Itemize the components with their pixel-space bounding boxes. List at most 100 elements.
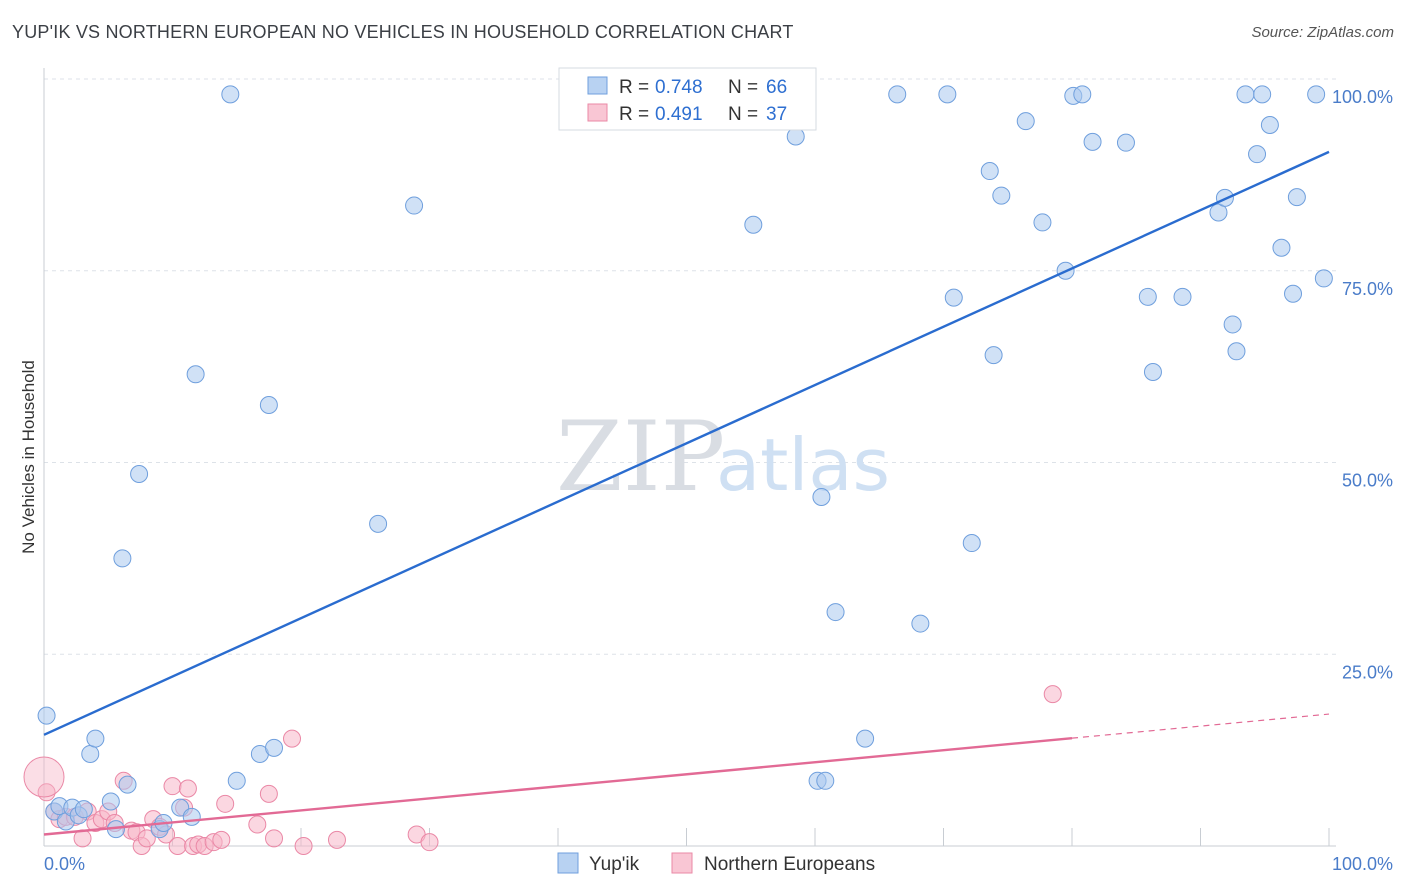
yupik-point-38 (944, 288, 963, 307)
northern-european-point-22 (178, 779, 197, 798)
northern-european-point-15 (137, 829, 156, 848)
northern-european-point-34 (327, 830, 346, 849)
yupik-point-43 (1016, 112, 1035, 131)
series-legend: Yup'ik Northern Europeans (557, 852, 875, 875)
legend-n-label-pink: N = (728, 104, 758, 125)
y-tick-label-2: 75.0% (1342, 279, 1393, 299)
bottom-legend-label-blue: Yup'ik (589, 854, 640, 875)
x-tick-min: 0.0% (44, 854, 85, 874)
yupik-point-32 (816, 771, 835, 790)
yupik-point-23 (265, 738, 284, 757)
yupik-point-64 (1307, 85, 1326, 104)
yupik-point-28 (744, 215, 763, 234)
y-axis-label: No Vehicles in Household (19, 360, 38, 554)
yupik-point-13 (130, 465, 149, 484)
yupik-point-62 (1284, 284, 1303, 303)
yupik-point-29 (786, 127, 805, 146)
northern-european-point-28 (216, 794, 235, 813)
yupik-point-44 (1033, 213, 1052, 232)
yupik-point-36 (911, 614, 930, 633)
northern-european-point-33 (294, 837, 313, 855)
yupik-trend-line (43, 150, 1330, 736)
yupik-point-42 (992, 186, 1011, 205)
yupik-point-52 (1173, 287, 1192, 306)
legend-n-value-pink: 37 (766, 104, 787, 125)
yupik-point-17 (182, 807, 201, 826)
yupik-point-58 (1248, 145, 1267, 164)
yupik-point-22 (259, 395, 278, 414)
yupik-point-51 (1143, 362, 1162, 381)
yupik-point-57 (1236, 85, 1255, 104)
watermark-zip: ZIP (556, 401, 725, 513)
yupik-point-20 (227, 771, 246, 790)
yupik-point-24 (369, 514, 388, 533)
yupik-point-18 (186, 365, 205, 384)
legend-n-label-blue: N = (728, 77, 758, 98)
yupik-point-12 (118, 775, 137, 794)
yupik-point-40 (980, 162, 999, 181)
northern-european-point-29 (248, 815, 267, 834)
watermark-atlas: atlas (716, 423, 890, 507)
northern-european-point-36 (420, 833, 439, 852)
northern-european-point-32 (283, 729, 302, 748)
watermark: ZIP atlas (556, 401, 890, 513)
yupik-point-50 (1138, 287, 1157, 306)
yupik-point-55 (1223, 315, 1242, 334)
yupik-point-37 (938, 85, 957, 104)
trend-lines (43, 150, 1330, 836)
legend-r-value-blue: 0.748 (655, 77, 703, 98)
yupik-point-19 (221, 85, 240, 104)
legend-r-value-pink: 0.491 (655, 104, 703, 125)
northern-european-point-large (23, 756, 65, 798)
northern-european-point-19 (163, 777, 182, 796)
yupik-point-47 (1073, 85, 1092, 104)
yupik-point-11 (113, 549, 132, 568)
yupik-point-31 (812, 488, 831, 507)
northern-european-point-27 (212, 830, 231, 849)
yupik-point-48 (1083, 132, 1102, 151)
bottom-legend-swatch-pink (671, 852, 693, 874)
northern-european-point-30 (259, 784, 278, 803)
y-tick-label-0: 25.0% (1342, 662, 1393, 682)
legend-swatch-pink (587, 103, 608, 122)
x-tick-labels: 0.0% 100.0% (44, 854, 1393, 874)
yupik-point-56 (1227, 342, 1246, 361)
northern-european-point-31 (265, 829, 284, 848)
source-credit: Source: ZipAtlas.com (1251, 24, 1394, 41)
yupik-point-6 (74, 800, 93, 819)
bottom-legend-label-pink: Northern Europeans (704, 854, 875, 875)
correlation-legend: R = 0.748 N = 66 R = 0.491 N = 37 (558, 67, 817, 131)
y-tick-label-1: 50.0% (1342, 471, 1393, 491)
yupik-point-33 (826, 603, 845, 622)
bottom-legend-swatch-blue (557, 852, 579, 874)
yupik-point-65 (1314, 269, 1333, 288)
yupik-point-59 (1253, 85, 1272, 104)
x-tick-max: 100.0% (1332, 854, 1393, 874)
yupik-point-7 (81, 744, 100, 763)
yupik-point-9 (101, 792, 120, 811)
legend-swatch-blue (587, 76, 608, 95)
yupik-point-25 (405, 196, 424, 215)
yupik-point-8 (86, 729, 105, 748)
legend-r-label-blue: R = (619, 77, 649, 98)
yupik-point-39 (962, 534, 981, 553)
northern-european-trend-line (43, 736, 1073, 836)
yupik-point-49 (1116, 133, 1135, 152)
northern-european-point-37 (1043, 685, 1062, 704)
yupik-point-41 (984, 346, 1003, 365)
y-tick-label-3: 100.0% (1332, 87, 1393, 107)
yupik-point-0 (37, 706, 56, 725)
yupik-point-61 (1272, 238, 1291, 257)
chart-title: YUP'IK VS NORTHERN EUROPEAN NO VEHICLES … (12, 22, 794, 42)
y-tick-labels: 25.0% 50.0% 75.0% 100.0% (1332, 87, 1393, 682)
northern-european-trend-extension (1071, 713, 1330, 739)
northern-european-point-20 (168, 837, 187, 855)
series-northern-europeans (23, 685, 1062, 855)
legend-n-value-blue: 66 (766, 77, 787, 98)
yupik-point-60 (1260, 116, 1279, 135)
legend-r-label-pink: R = (619, 104, 649, 125)
yupik-point-35 (888, 85, 907, 104)
yupik-point-34 (856, 729, 875, 748)
yupik-point-63 (1287, 188, 1306, 207)
